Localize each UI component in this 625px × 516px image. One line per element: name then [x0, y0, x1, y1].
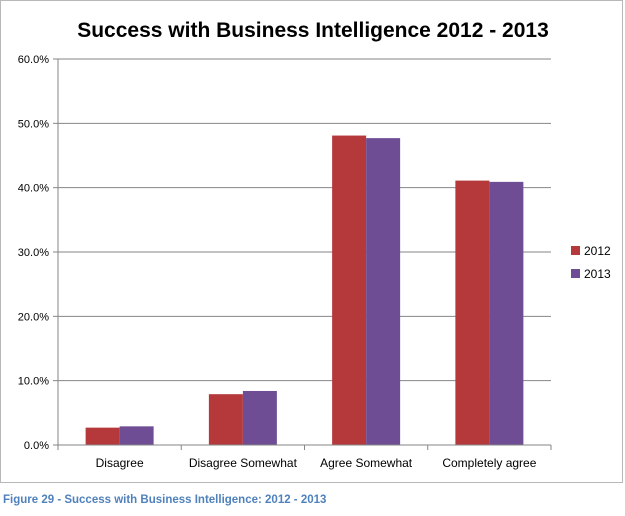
- bar-2013-1: [242, 390, 277, 445]
- y-tick-label: 20.0%: [18, 311, 49, 323]
- chart-title: Success with Business Intelligence 2012 …: [77, 19, 549, 42]
- bars: [85, 135, 524, 446]
- x-tick-label: Agree Somewhat: [320, 456, 413, 470]
- legend-label-2012: 2012: [584, 244, 611, 258]
- y-tick-label: 50.0%: [18, 118, 49, 130]
- legend-swatch-2012: [571, 246, 580, 255]
- y-tick-label: 40.0%: [18, 183, 49, 195]
- bar-2012-3: [455, 180, 490, 445]
- bar-2013-3: [489, 181, 524, 446]
- y-tick-label: 60.0%: [18, 54, 49, 66]
- bar-2013-0: [119, 426, 154, 445]
- x-tick-label: Disagree Somewhat: [189, 456, 298, 470]
- x-axis-ticks: Disagree Disagree Somewhat Agree Somewhat C…: [57, 445, 552, 470]
- x-tick-label: Disagree: [96, 456, 144, 470]
- bar-2012-0: [85, 427, 120, 445]
- bar-2012-1: [208, 394, 243, 445]
- chart-frame: Success with Business Intelligence 2012 …: [0, 0, 623, 483]
- bar-2013-2: [366, 138, 401, 445]
- y-axis-ticks: 0.0% 10.0% 20.0% 30.0% 40.0% 50.0% 60.0%: [18, 54, 58, 452]
- legend: 2012 2013: [571, 244, 611, 281]
- y-tick-label: 30.0%: [18, 247, 49, 259]
- figure-caption: Figure 29 - Success with Business Intell…: [3, 494, 327, 506]
- y-tick-label: 0.0%: [24, 440, 49, 452]
- legend-label-2013: 2013: [584, 267, 611, 281]
- y-tick-label: 10.0%: [18, 376, 49, 388]
- bar-chart: Success with Business Intelligence 2012 …: [18, 19, 611, 470]
- bar-2012-2: [332, 135, 367, 445]
- legend-swatch-2013: [571, 269, 580, 278]
- x-tick-label: Completely agree: [442, 456, 536, 470]
